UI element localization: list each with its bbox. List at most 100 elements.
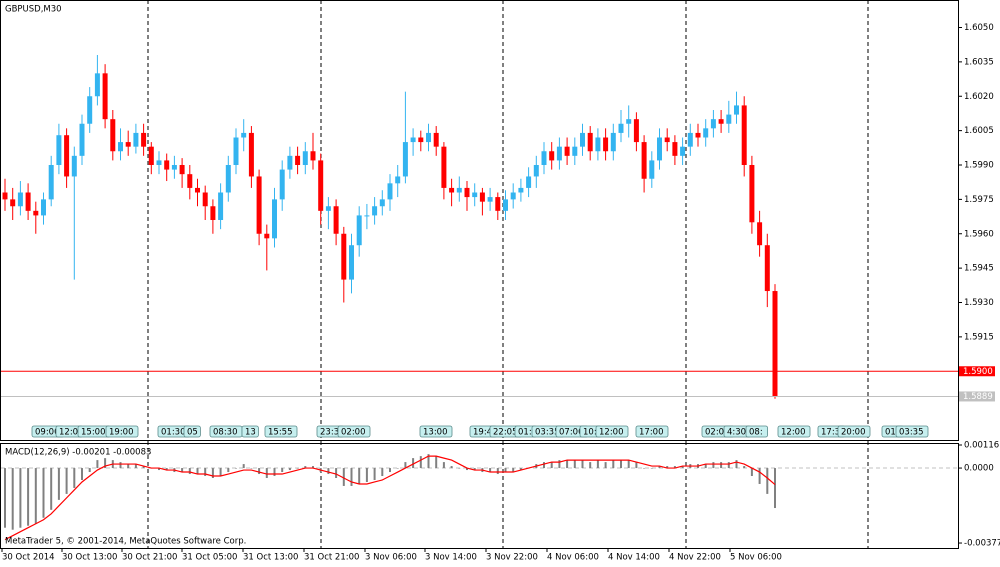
event-flag — [337, 425, 371, 438]
event-label: 07:00 — [559, 428, 584, 438]
y-tick-label: 1.6050 — [964, 23, 994, 33]
histogram-bar — [219, 468, 222, 477]
histogram-bar — [589, 462, 592, 469]
histogram-bar — [512, 468, 515, 473]
histogram-bar — [581, 460, 584, 469]
candle-body — [171, 165, 177, 170]
x-tick-label: 3 Nov 06:00 — [365, 553, 417, 563]
histogram-bar — [273, 468, 276, 477]
histogram-bar — [743, 466, 746, 469]
candle-body — [464, 187, 470, 198]
candle-body — [272, 199, 277, 239]
histogram-bar — [727, 462, 730, 469]
y-tick-label: 1.6005 — [964, 126, 994, 136]
candle-body — [233, 137, 239, 165]
event-label: 20:00 — [841, 428, 866, 438]
candle-body — [510, 192, 516, 200]
candle-body — [248, 132, 254, 177]
event-label: 02:00 — [341, 428, 366, 438]
candle-body — [25, 192, 31, 211]
candle-body — [56, 135, 62, 165]
candle-body — [195, 187, 200, 193]
event-label: 01: — [518, 428, 532, 438]
histogram-bar — [19, 468, 22, 528]
event-label: 23:3 — [320, 428, 339, 438]
candle-body — [772, 291, 778, 397]
histogram-bar — [466, 468, 468, 471]
candle-body — [164, 160, 170, 170]
histogram-bar — [604, 462, 607, 469]
main-pane-border — [0, 0, 959, 441]
y-tick-label: -0.00377 — [964, 539, 1000, 549]
histogram-bar — [373, 468, 376, 480]
histogram-bar — [658, 466, 661, 469]
x-tick-label: 3 Nov 14:00 — [425, 553, 477, 563]
histogram-bar — [620, 460, 622, 469]
event-label: 08: — [749, 428, 763, 438]
histogram-bar — [458, 468, 461, 469]
histogram-bar — [720, 462, 723, 469]
event-flag — [895, 425, 929, 438]
histogram-bar — [250, 468, 253, 469]
candle-body — [264, 233, 270, 239]
candle-body — [310, 151, 316, 161]
histogram-bar — [88, 468, 91, 473]
x-tick-label: 31 Oct 13:00 — [243, 553, 298, 563]
histogram-bar — [96, 460, 99, 469]
x-tick-label: 30 Oct 21:00 — [122, 553, 177, 563]
y-tick-label: 1.5975 — [964, 195, 994, 205]
candle-body — [633, 119, 639, 143]
histogram-bar — [242, 464, 245, 469]
candle-body — [449, 187, 455, 193]
histogram-bar — [566, 460, 569, 469]
event-label: 12:0 — [59, 428, 78, 438]
histogram-bar — [27, 468, 30, 526]
candle-body — [218, 192, 224, 220]
price-tag — [959, 366, 995, 377]
candle-body — [649, 160, 655, 179]
candle-body — [695, 132, 701, 138]
candle-body — [148, 146, 154, 165]
event-label: 09:00 — [35, 428, 60, 438]
histogram-bar — [412, 458, 415, 469]
candle-body — [726, 114, 732, 124]
histogram-bar — [435, 456, 438, 469]
y-tick-label: 1.6035 — [964, 57, 994, 67]
candle-body — [441, 146, 447, 188]
histogram-bar — [288, 468, 291, 471]
price-tag-label: 1.5889 — [963, 392, 993, 402]
histogram-bar — [643, 468, 646, 469]
histogram-bar — [419, 456, 422, 469]
candle-body — [418, 137, 424, 143]
event-label: 13:00 — [423, 428, 448, 438]
candle-body — [479, 192, 485, 202]
x-tick-label: 30 Oct 2014 — [2, 553, 55, 563]
candle-body — [187, 174, 193, 188]
histogram-bar — [119, 462, 122, 469]
event-label: 17:00 — [639, 428, 664, 438]
histogram-bar — [65, 468, 68, 494]
candle-body — [456, 187, 462, 193]
candle-body — [610, 132, 616, 152]
candle-body — [2, 192, 8, 200]
candle-body — [41, 199, 46, 216]
histogram-bar — [134, 464, 137, 469]
event-label: 15:55 — [268, 428, 293, 438]
candle-body — [349, 245, 354, 280]
candle-body — [718, 119, 724, 124]
histogram-bar — [142, 466, 145, 469]
histogram-bar — [104, 458, 107, 469]
event-flag — [419, 425, 453, 438]
histogram-bar — [350, 468, 353, 486]
histogram-bar — [389, 468, 391, 473]
histogram-bar — [489, 468, 492, 473]
histogram-bar — [342, 468, 345, 486]
candle-body — [580, 132, 585, 147]
histogram-bar — [396, 468, 399, 469]
event-label: 4:30 — [727, 428, 746, 438]
y-tick-label: 1.5990 — [964, 161, 994, 171]
candle-body — [541, 151, 547, 165]
histogram-bar — [404, 462, 407, 469]
indicator-label: MACD(12,26,9) -0.00201 -0.00083 — [5, 448, 151, 458]
candle-body — [472, 192, 478, 198]
